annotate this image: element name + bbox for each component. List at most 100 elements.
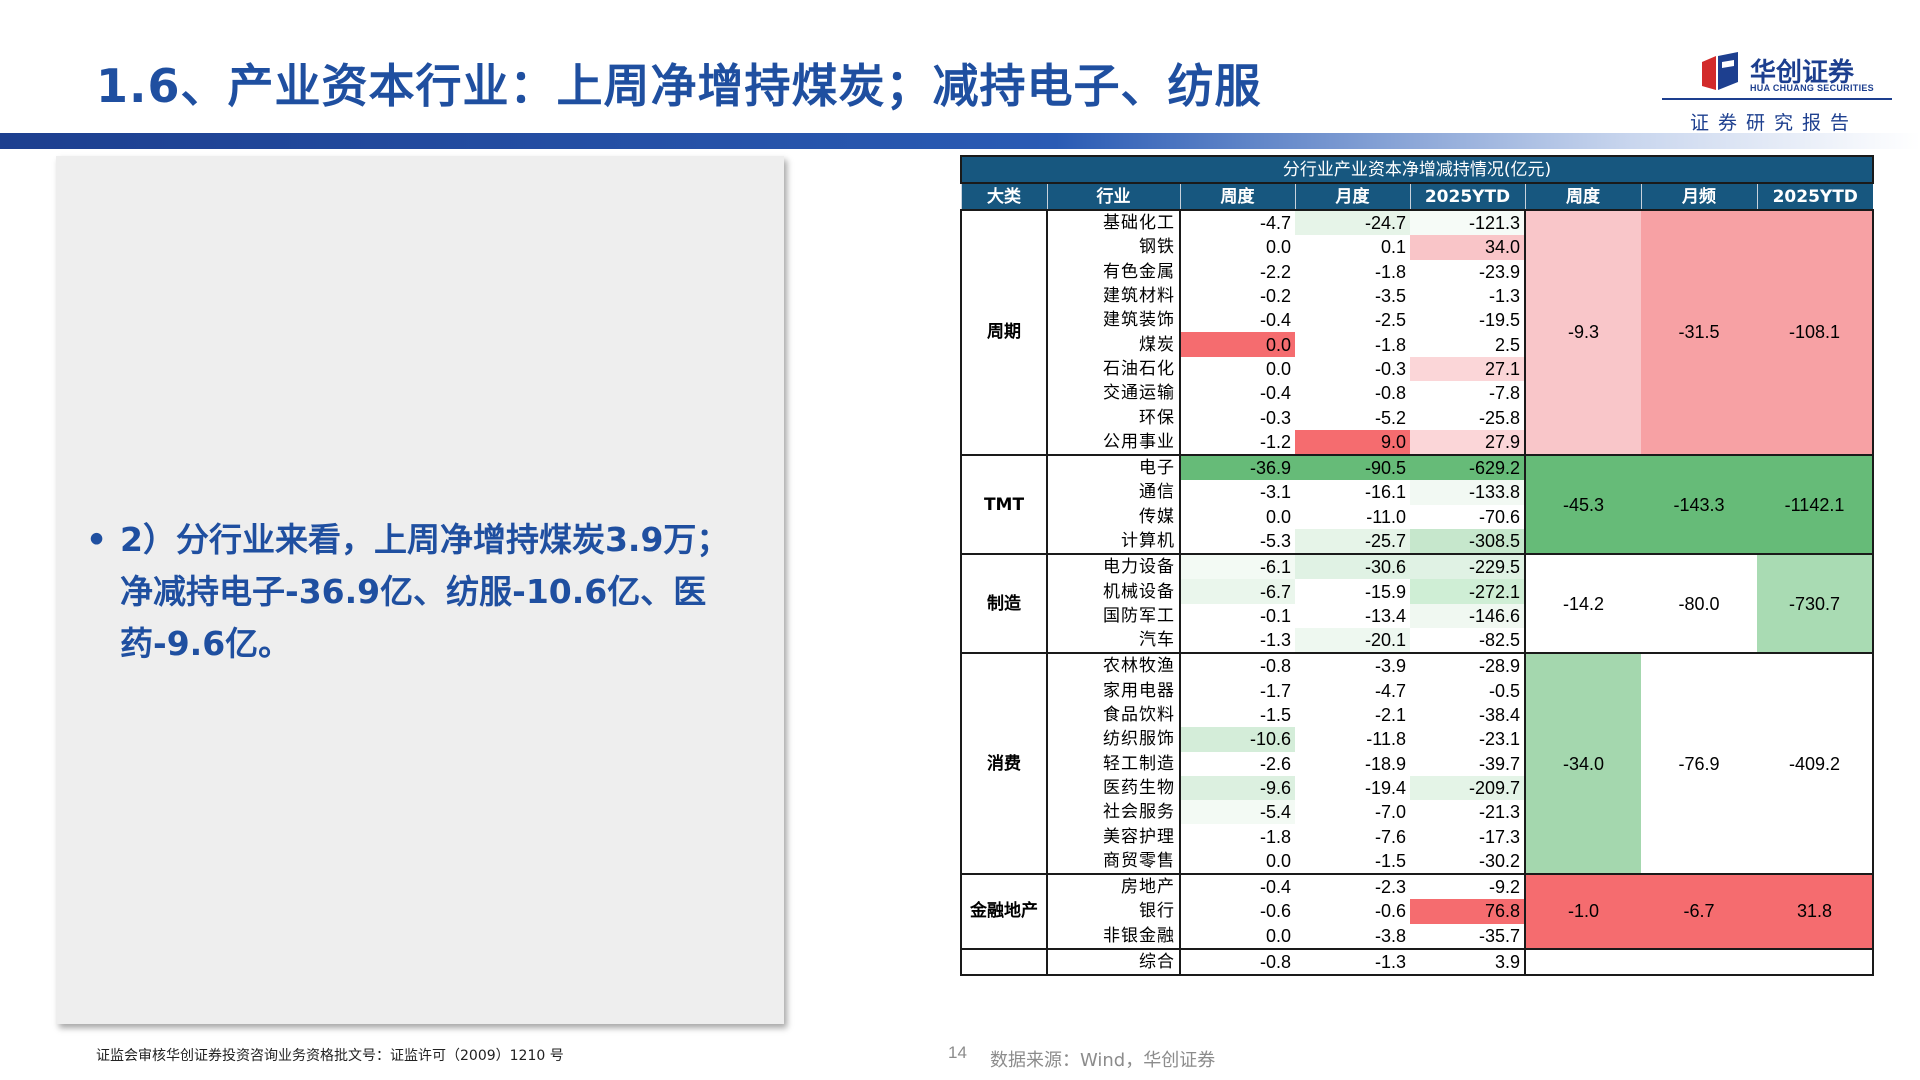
table-row: 建筑装饰 -0.4 -2.5 -19.5 <box>961 308 1873 333</box>
value-cell-month: -16.1 <box>1295 480 1410 505</box>
industry-cell: 国防军工 <box>1047 603 1181 629</box>
value-cell-week: -2.6 <box>1180 751 1295 776</box>
company-logo: 华创证券 HUA CHUANG SECURITIES 证券研究报告 <box>1660 50 1920 140</box>
group-summary-week: -34.0 <box>1525 652 1641 875</box>
industry-cell: 公用事业 <box>1047 429 1181 455</box>
value-cell-ytd: -23.1 <box>1410 727 1526 752</box>
value-cell-ytd: 27.9 <box>1410 429 1526 455</box>
industry-cell: 综合 <box>1047 947 1181 977</box>
header-month: 月度 <box>1294 183 1410 211</box>
value-cell-ytd: -133.8 <box>1410 480 1526 505</box>
value-cell-week: -0.4 <box>1180 308 1295 333</box>
header-group-week: 周度 <box>1524 183 1641 211</box>
group-summary-month: -76.9 <box>1641 652 1757 875</box>
table-row: 综合 -0.8 -1.3 3.9 <box>960 947 1874 977</box>
license-footnote: 证监会审核华创证券投资咨询业务资格批文号：证监许可（2009）1210 号 <box>96 1048 564 1064</box>
group-summary-month: -143.3 <box>1641 453 1757 555</box>
industry-cell: 社会服务 <box>1047 800 1181 825</box>
logo-divider <box>1662 98 1892 100</box>
category-cell: 消费 <box>960 652 1048 875</box>
group-summary-ytd: -730.7 <box>1757 553 1874 654</box>
value-cell-month: 9.0 <box>1295 429 1410 455</box>
table-row: 美容护理 -1.8 -7.6 -17.3 <box>961 824 1873 849</box>
value-cell-month: -2.1 <box>1295 702 1410 728</box>
table-row: 食品饮料 -1.5 -2.1 -38.4 <box>961 702 1873 728</box>
summary-text: 2）分行业来看，上周净增持煤炭3.9万；净减持电子-36.9亿、纺服-10.6亿… <box>120 520 730 663</box>
category-cell: 金融地产 <box>960 873 1048 949</box>
industry-flow-table: 分行业产业资本净增减持情况(亿元) 大类 行业 周度 月度 2025YTD 周度… <box>960 155 1874 977</box>
table-row: 石油石化 0.0 -0.3 27.1 <box>961 356 1873 382</box>
table-row: TMT 电子 -36.9 -90.5 -629.2 -45.3 -143.3 -1142.1 <box>960 453 1874 555</box>
table-row: 环保 -0.3 -5.2 -25.8 <box>961 405 1873 430</box>
industry-cell: 轻工制造 <box>1047 751 1181 776</box>
value-cell-week: -0.2 <box>1180 283 1295 309</box>
value-cell-ytd: -229.5 <box>1410 553 1526 580</box>
value-cell-week: -1.2 <box>1180 429 1295 455</box>
table-row: 非银金融 0.0 -3.8 -35.7 <box>961 923 1873 949</box>
value-cell-week: -1.3 <box>1180 628 1295 654</box>
header-band <box>0 133 1920 149</box>
table-row: 建筑材料 -0.2 -3.5 -1.3 <box>961 283 1873 309</box>
table-row: 商贸零售 0.0 -1.5 -30.2 <box>961 848 1873 875</box>
table-row: 轻工制造 -2.6 -18.9 -39.7 <box>961 751 1873 776</box>
industry-cell: 机械设备 <box>1047 579 1181 604</box>
page-number: 14 <box>948 1043 967 1062</box>
group-summary-month: -80.0 <box>1641 553 1757 654</box>
industry-cell: 建筑装饰 <box>1047 308 1181 333</box>
table-row: 公用事业 -1.2 9.0 27.9 <box>961 429 1873 455</box>
value-cell-ytd: -82.5 <box>1410 628 1526 654</box>
group-summary-ytd: -409.2 <box>1757 652 1874 875</box>
value-cell-month: -3.8 <box>1295 923 1410 949</box>
logo-name-en: HUA CHUANG SECURITIES <box>1750 83 1874 93</box>
industry-cell: 美容护理 <box>1047 824 1181 849</box>
value-cell-month: 0.1 <box>1295 235 1410 260</box>
value-cell-month: -0.3 <box>1295 356 1410 382</box>
industry-cell: 农林牧渔 <box>1047 652 1181 679</box>
value-cell-ytd: -17.3 <box>1410 824 1526 849</box>
logo-icon <box>1702 52 1738 90</box>
value-cell-month: -5.2 <box>1295 405 1410 430</box>
industry-cell: 非银金融 <box>1047 923 1181 949</box>
table-row: 机械设备 -6.7 -15.9 -272.1 <box>961 579 1873 604</box>
value-cell-week: -0.4 <box>1180 381 1295 406</box>
industry-cell: 商贸零售 <box>1047 848 1181 875</box>
industry-cell: 电子 <box>1047 453 1181 481</box>
header-week: 周度 <box>1179 183 1295 211</box>
value-cell-week: -3.1 <box>1180 480 1295 505</box>
value-cell-ytd: -121.3 <box>1410 208 1526 236</box>
value-cell-month: -20.1 <box>1295 628 1410 654</box>
category-cell <box>960 947 1048 977</box>
table-row: 社会服务 -5.4 -7.0 -21.3 <box>961 800 1873 825</box>
value-cell-week: -2.2 <box>1180 259 1295 284</box>
value-cell-week: -1.7 <box>1180 678 1295 703</box>
value-cell-month: -30.6 <box>1295 553 1410 580</box>
value-cell-month: -1.3 <box>1295 947 1410 977</box>
value-cell-week: -0.8 <box>1180 947 1295 977</box>
value-cell-ytd: -39.7 <box>1410 751 1526 776</box>
industry-cell: 通信 <box>1047 480 1181 505</box>
logo-name-cn: 华创证券 <box>1750 58 1855 88</box>
table-caption: 分行业产业资本净增减持情况(亿元) <box>960 155 1874 184</box>
value-cell-ytd: 2.5 <box>1410 332 1526 357</box>
value-cell-ytd: -272.1 <box>1410 579 1526 604</box>
value-cell-month: -11.8 <box>1295 727 1410 752</box>
value-cell-month: -1.5 <box>1295 848 1410 875</box>
value-cell-ytd: 76.8 <box>1410 899 1526 924</box>
value-cell-ytd: -38.4 <box>1410 702 1526 728</box>
group-summary-month: -31.5 <box>1641 209 1757 455</box>
value-cell-month: -3.9 <box>1295 652 1410 679</box>
value-cell-month: -15.9 <box>1295 579 1410 604</box>
table-row: 银行 -0.6 -0.6 76.8 <box>961 899 1873 924</box>
value-cell-week: -5.3 <box>1180 528 1295 555</box>
industry-cell: 钢铁 <box>1047 235 1181 260</box>
group-summary-week: -1.0 <box>1525 873 1641 949</box>
industry-cell: 电力设备 <box>1047 553 1181 580</box>
value-cell-week: 0.0 <box>1180 356 1295 382</box>
industry-cell: 基础化工 <box>1047 208 1181 236</box>
value-cell-week: -36.9 <box>1180 453 1295 481</box>
group-summary-week: -45.3 <box>1525 453 1641 555</box>
table-row: 传媒 0.0 -11.0 -70.6 <box>961 504 1873 529</box>
table-row: 纺织服饰 -10.6 -11.8 -23.1 <box>961 727 1873 752</box>
industry-cell: 石油石化 <box>1047 356 1181 382</box>
value-cell-ytd: -146.6 <box>1410 603 1526 629</box>
